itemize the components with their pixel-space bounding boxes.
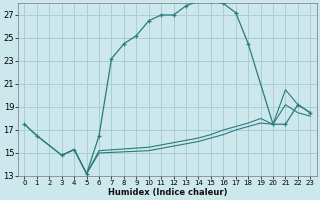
X-axis label: Humidex (Indice chaleur): Humidex (Indice chaleur) [108,188,227,197]
